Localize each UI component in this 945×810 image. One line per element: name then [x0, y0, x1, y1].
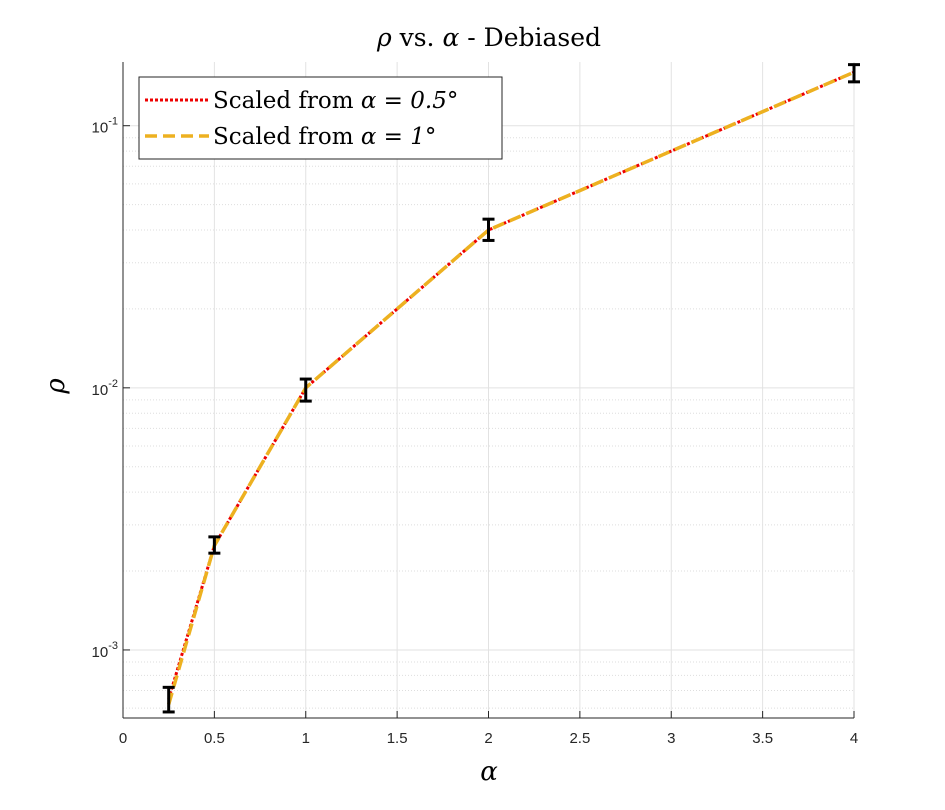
- legend-label-series-1-math: α = 0.5°: [361, 88, 459, 114]
- y-tick-label-base: 10: [92, 644, 109, 661]
- legend: Scaled from α = 0.5° Scaled from α = 1°: [138, 76, 503, 160]
- x-tick-label: 4: [850, 730, 858, 747]
- legend-box: [138, 76, 503, 160]
- error-bar: [162, 685, 175, 714]
- y-tick-label-base: 10: [92, 382, 109, 399]
- chart-title: ρ vs. α - Debiased: [376, 23, 601, 52]
- x-tick-label: 0.5: [204, 730, 225, 747]
- error-bar: [299, 377, 312, 403]
- error-bars: [162, 63, 860, 714]
- legend-label-series-2-math: α = 1°: [361, 124, 437, 150]
- chart-title-alpha: α: [442, 23, 459, 52]
- y-tick-label-exponent: -3: [108, 640, 118, 652]
- y-tick-label: 10-1: [92, 116, 118, 137]
- y-tick-label: 10-3: [92, 640, 118, 661]
- legend-label-series-2-prefix: Scaled from: [213, 124, 361, 150]
- legend-label-series-1: Scaled from α = 0.5°: [213, 88, 458, 114]
- legend-label-series-1-prefix: Scaled from: [213, 88, 361, 114]
- x-axis-label: α: [480, 757, 498, 787]
- x-tick-label: 2: [484, 730, 492, 747]
- error-bar: [848, 63, 860, 84]
- x-tick-label: 1.5: [387, 730, 408, 747]
- chart-title-suffix: - Debiased: [459, 23, 601, 52]
- y-tick-label-base: 10: [92, 120, 109, 137]
- grid-layer: [122, 62, 855, 718]
- x-tick-labels: 0 0.5 1 1.5 2 2.5 3 3.5 4: [119, 730, 858, 747]
- error-bar: [482, 217, 495, 242]
- x-tick-label: 0: [119, 730, 127, 747]
- y-tick-label-exponent: -1: [108, 116, 118, 128]
- y-tick-labels: 10-310-210-1: [92, 116, 118, 661]
- error-bar: [208, 535, 221, 555]
- legend-label-series-2: Scaled from α = 1°: [213, 124, 436, 150]
- chart-title-vs: vs.: [392, 23, 443, 52]
- y-axis-label: ρ: [41, 378, 71, 395]
- axes-layer: [122, 62, 855, 719]
- x-tick-label: 1: [302, 730, 310, 747]
- x-tick-label: 2.5: [569, 730, 590, 747]
- chart-title-rho: ρ: [376, 23, 392, 52]
- x-tick-label: 3: [667, 730, 675, 747]
- y-tick-label-exponent: -2: [108, 378, 118, 390]
- y-tick-label: 10-2: [92, 378, 118, 399]
- series-line-1: [167, 70, 855, 700]
- x-tick-label: 3.5: [752, 730, 773, 747]
